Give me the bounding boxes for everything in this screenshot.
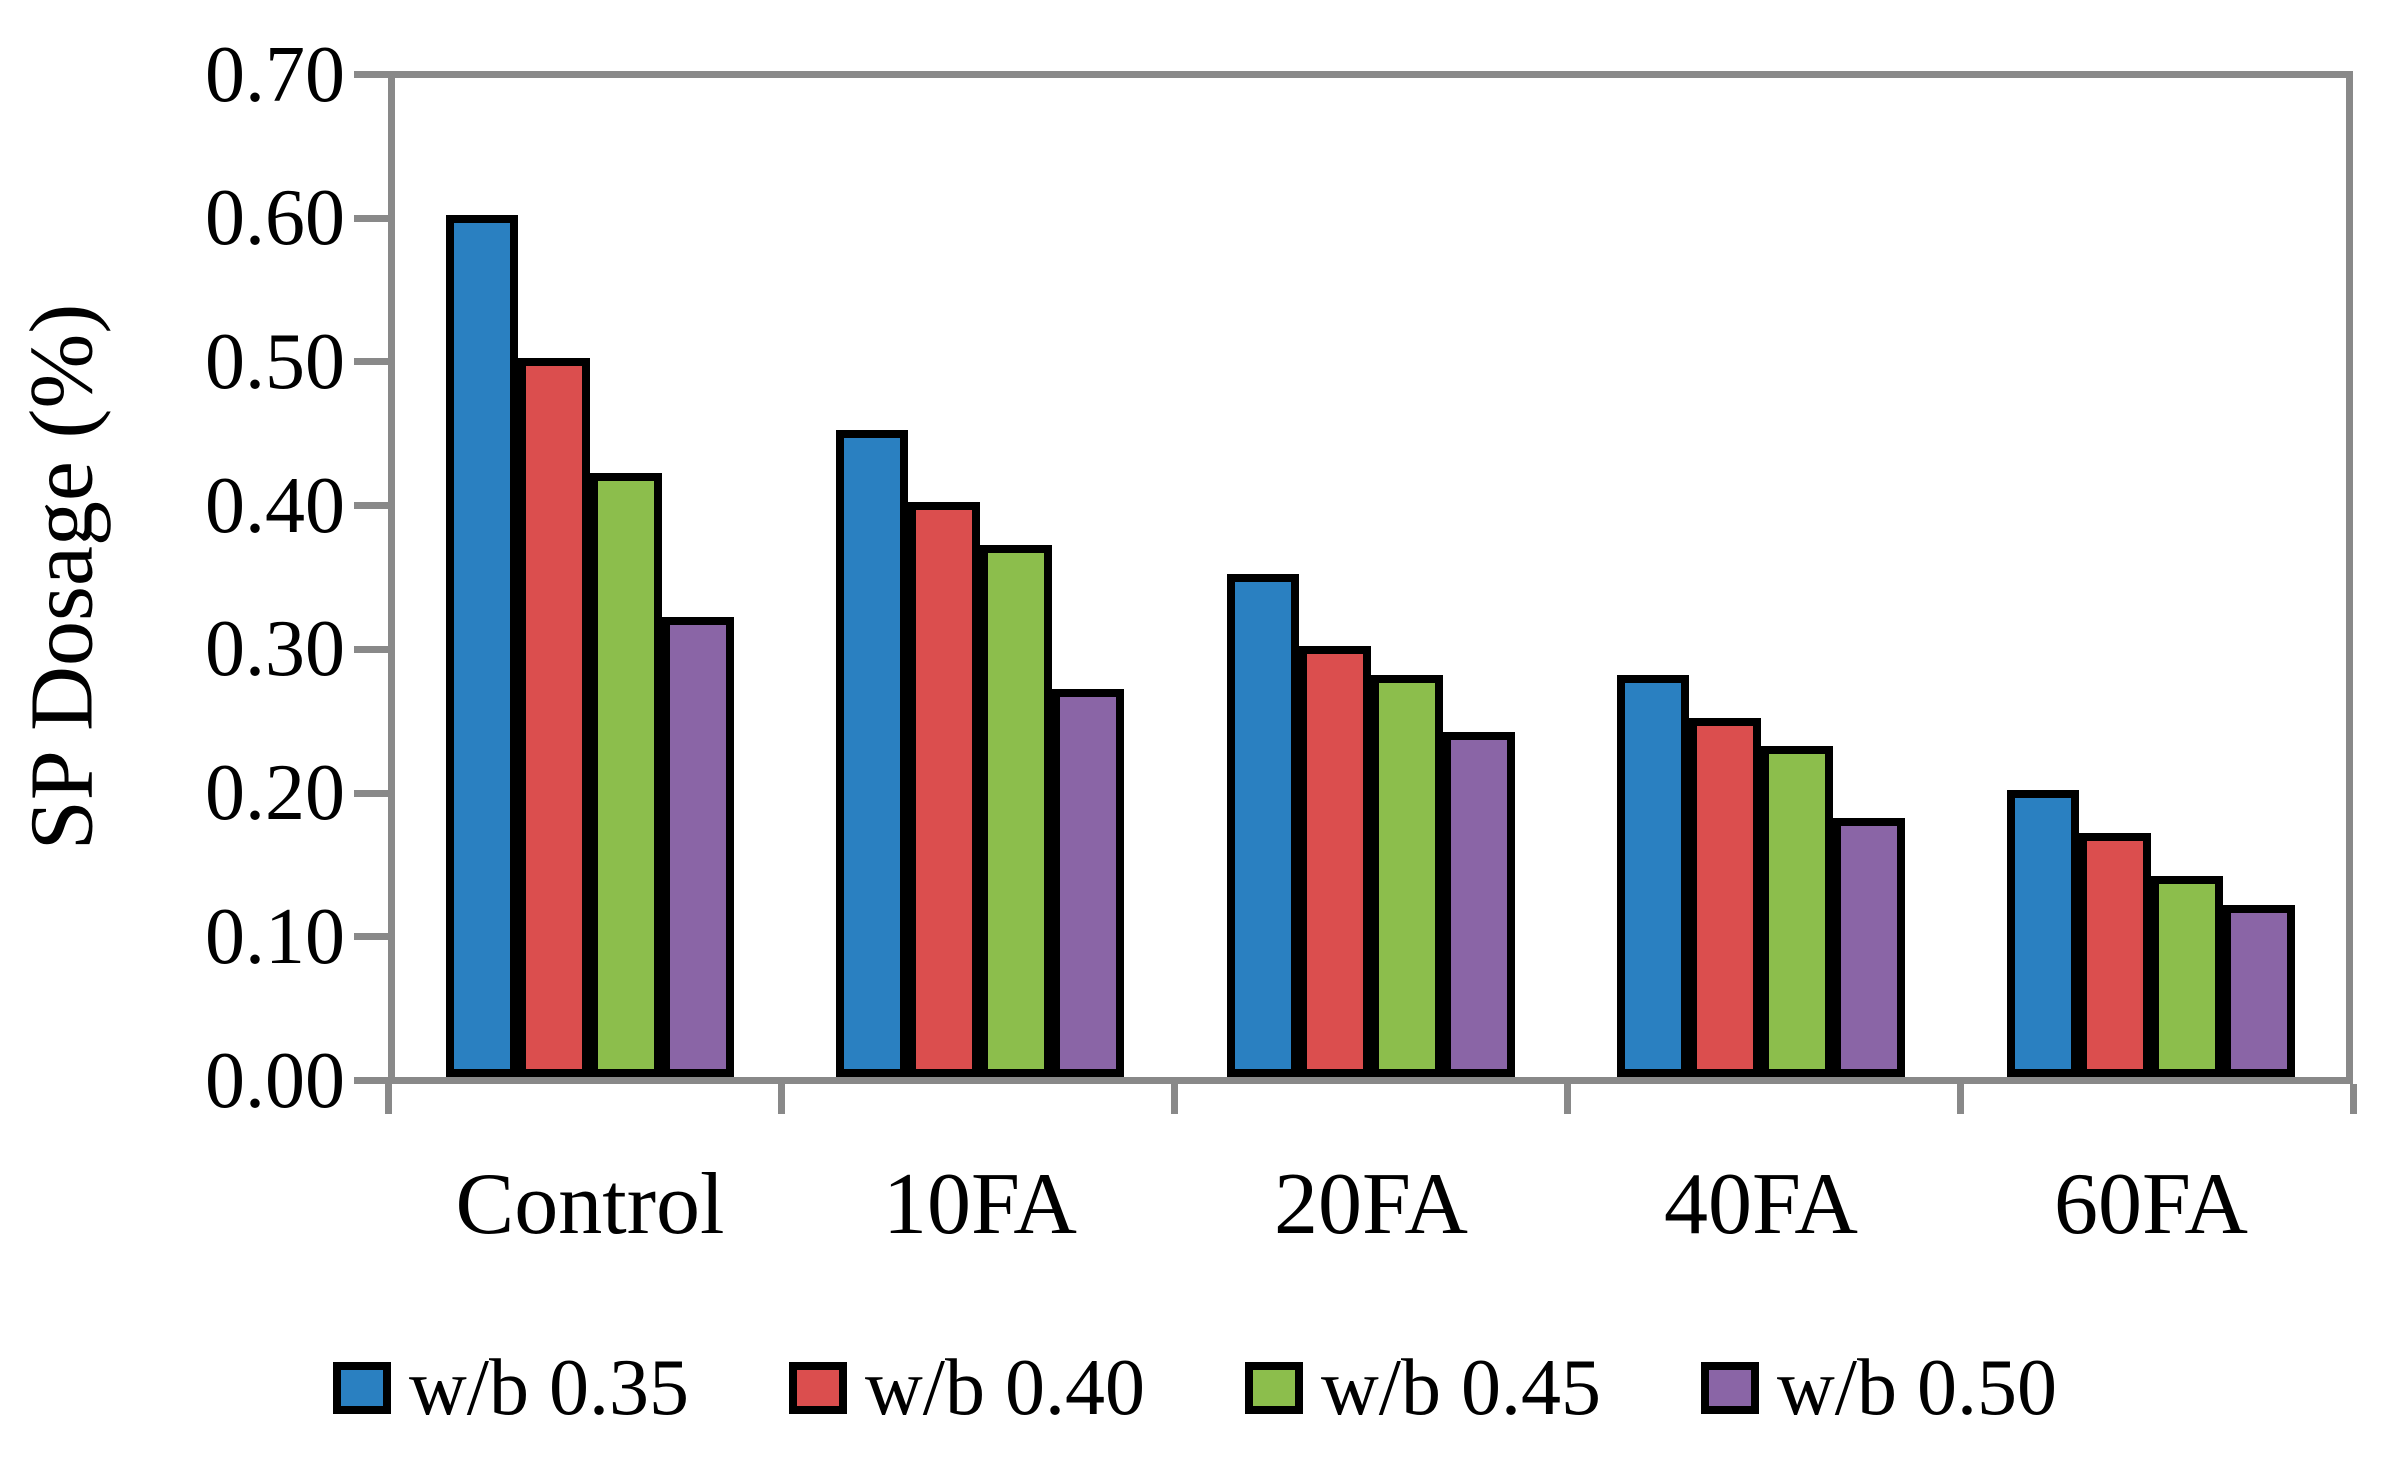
y-tick — [354, 215, 388, 222]
x-category-label: 40FA — [1664, 1156, 1858, 1253]
bar-w-b-0-50-10fa — [1052, 689, 1124, 1077]
y-tick — [354, 71, 388, 78]
legend-label: w/b 0.35 — [409, 1343, 689, 1432]
x-tick — [778, 1084, 785, 1114]
x-tick — [1171, 1084, 1178, 1114]
legend-swatch — [1701, 1362, 1759, 1414]
legend-label: w/b 0.40 — [865, 1343, 1145, 1432]
legend-item: w/b 0.35 — [333, 1343, 689, 1434]
bar-w-b-0-50-40fa — [1833, 818, 1905, 1077]
x-category-label: 10FA — [883, 1156, 1077, 1253]
legend-item: w/b 0.50 — [1701, 1343, 2057, 1434]
bar-w-b-0-35-20fa — [1227, 574, 1299, 1077]
y-tick-label: 0.30 — [205, 605, 345, 693]
x-tick — [2350, 1084, 2357, 1114]
y-tick — [354, 1077, 388, 1084]
legend-item: w/b 0.45 — [1245, 1343, 1601, 1434]
legend-swatch — [789, 1362, 847, 1414]
bar-w-b-0-45-60fa — [2151, 876, 2223, 1077]
y-tick-label: 0.10 — [205, 893, 345, 981]
bar-w-b-0-35-10fa — [836, 430, 908, 1077]
bar-w-b-0-35-control — [446, 215, 518, 1077]
bar-w-b-0-40-10fa — [908, 502, 980, 1077]
y-tick-label: 0.50 — [205, 318, 345, 406]
y-tick — [354, 646, 388, 653]
x-category-label: Control — [455, 1156, 725, 1253]
x-tick — [385, 1084, 392, 1114]
x-tick — [1564, 1084, 1571, 1114]
y-tick — [354, 790, 388, 797]
bar-w-b-0-35-40fa — [1617, 675, 1689, 1077]
bar-w-b-0-45-control — [590, 473, 662, 1077]
bar-w-b-0-50-60fa — [2223, 905, 2295, 1077]
legend-label: w/b 0.45 — [1321, 1343, 1601, 1432]
y-tick-label: 0.00 — [205, 1037, 345, 1125]
y-tick — [354, 502, 388, 509]
bar-w-b-0-50-20fa — [1443, 732, 1515, 1077]
legend-swatch — [333, 1362, 391, 1414]
bar-w-b-0-40-60fa — [2079, 833, 2151, 1077]
bar-w-b-0-35-60fa — [2007, 790, 2079, 1077]
bar-w-b-0-40-control — [518, 358, 590, 1077]
y-tick — [354, 933, 388, 940]
legend-swatch — [1245, 1362, 1303, 1414]
bar-w-b-0-45-20fa — [1371, 675, 1443, 1077]
bar-w-b-0-40-40fa — [1689, 718, 1761, 1077]
plot-area — [388, 71, 2353, 1084]
bar-w-b-0-45-40fa — [1761, 746, 1833, 1077]
bar-w-b-0-40-20fa — [1299, 646, 1371, 1077]
y-tick-label: 0.60 — [205, 174, 345, 262]
y-tick-label: 0.20 — [205, 749, 345, 837]
y-tick-label: 0.70 — [205, 31, 345, 119]
y-tick — [354, 358, 388, 365]
y-tick-label: 0.40 — [205, 462, 345, 550]
legend: w/b 0.35 w/b 0.40 w/b 0.45 w/b 0.50 — [0, 1338, 2390, 1438]
legend-label: w/b 0.50 — [1777, 1343, 2057, 1432]
x-tick — [1957, 1084, 1964, 1114]
bar-w-b-0-50-control — [662, 617, 734, 1077]
bar-w-b-0-45-10fa — [980, 545, 1052, 1077]
x-category-label: 20FA — [1274, 1156, 1468, 1253]
x-category-label: 60FA — [2054, 1156, 2248, 1253]
legend-item: w/b 0.40 — [789, 1343, 1145, 1434]
